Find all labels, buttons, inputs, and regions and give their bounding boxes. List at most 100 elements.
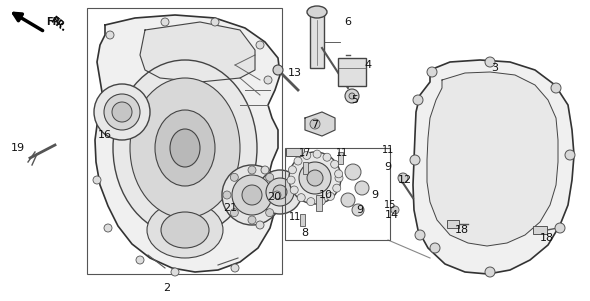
Ellipse shape	[155, 110, 215, 186]
Bar	[303, 162, 308, 174]
Circle shape	[290, 186, 298, 194]
Circle shape	[326, 192, 335, 200]
Bar	[338, 58, 366, 86]
Circle shape	[104, 224, 112, 232]
Circle shape	[345, 89, 359, 103]
Bar	[447, 220, 459, 228]
Circle shape	[230, 173, 238, 181]
Bar	[316, 195, 322, 211]
Bar	[533, 226, 547, 234]
Circle shape	[273, 191, 281, 199]
Polygon shape	[95, 15, 280, 272]
Text: FR.: FR.	[48, 14, 68, 33]
Text: 8: 8	[301, 228, 309, 238]
Circle shape	[266, 209, 274, 217]
Circle shape	[307, 198, 315, 206]
Circle shape	[485, 57, 495, 67]
Ellipse shape	[113, 60, 257, 236]
Text: 21: 21	[223, 203, 237, 213]
Text: 11: 11	[336, 148, 348, 158]
Text: 16: 16	[98, 130, 112, 140]
Circle shape	[310, 119, 320, 129]
Text: 7: 7	[312, 120, 319, 130]
Text: 11: 11	[382, 145, 394, 155]
Circle shape	[161, 18, 169, 26]
Ellipse shape	[130, 78, 240, 218]
Circle shape	[415, 230, 425, 240]
Circle shape	[211, 18, 219, 26]
Circle shape	[555, 223, 565, 233]
Polygon shape	[413, 60, 574, 274]
Circle shape	[391, 206, 399, 214]
Circle shape	[94, 84, 150, 140]
Circle shape	[352, 204, 364, 216]
Text: 11: 11	[289, 212, 301, 222]
Bar	[310, 8, 324, 68]
Text: 15: 15	[384, 200, 396, 210]
Circle shape	[335, 170, 343, 178]
Text: FR.: FR.	[46, 17, 64, 27]
Text: 9: 9	[385, 162, 392, 172]
Circle shape	[313, 150, 321, 158]
Circle shape	[349, 93, 355, 99]
Circle shape	[289, 152, 341, 204]
Circle shape	[266, 178, 294, 206]
Circle shape	[345, 164, 361, 180]
Circle shape	[232, 175, 272, 215]
Circle shape	[171, 268, 179, 276]
Text: 19: 19	[11, 143, 25, 153]
Text: 5: 5	[352, 95, 359, 105]
Polygon shape	[427, 72, 558, 246]
Circle shape	[551, 83, 561, 93]
Text: 14: 14	[385, 210, 399, 220]
Circle shape	[289, 166, 296, 174]
Circle shape	[398, 173, 408, 183]
Circle shape	[223, 191, 231, 199]
Text: 9: 9	[372, 190, 379, 200]
Circle shape	[307, 170, 323, 186]
Circle shape	[333, 184, 341, 192]
Bar	[338, 152, 343, 164]
Circle shape	[273, 65, 283, 75]
Circle shape	[410, 155, 420, 165]
Circle shape	[104, 94, 140, 130]
Circle shape	[248, 166, 256, 174]
Circle shape	[565, 150, 575, 160]
Text: 18: 18	[455, 225, 469, 235]
Circle shape	[317, 197, 325, 205]
Circle shape	[136, 256, 144, 264]
Bar	[285, 148, 390, 240]
Circle shape	[106, 31, 114, 39]
Text: 4: 4	[365, 60, 372, 70]
Circle shape	[303, 151, 311, 160]
Circle shape	[485, 267, 495, 277]
Circle shape	[258, 170, 302, 214]
Text: 6: 6	[345, 17, 352, 27]
Ellipse shape	[307, 6, 327, 18]
Circle shape	[93, 176, 101, 184]
Circle shape	[273, 185, 287, 199]
Polygon shape	[305, 112, 335, 136]
Bar	[286, 148, 304, 156]
Circle shape	[335, 174, 343, 182]
Circle shape	[323, 153, 331, 161]
Text: 10: 10	[319, 190, 333, 200]
Circle shape	[261, 166, 269, 174]
Circle shape	[112, 102, 132, 122]
Polygon shape	[140, 22, 255, 82]
Circle shape	[297, 194, 305, 202]
Text: 20: 20	[267, 192, 281, 202]
Circle shape	[248, 216, 256, 224]
Circle shape	[242, 185, 262, 205]
Circle shape	[287, 176, 295, 184]
Text: 9: 9	[356, 205, 363, 215]
Circle shape	[256, 221, 264, 229]
Text: 12: 12	[398, 175, 412, 185]
Circle shape	[231, 264, 239, 272]
Bar	[87, 8, 282, 274]
Circle shape	[299, 162, 331, 194]
Circle shape	[430, 243, 440, 253]
Bar	[300, 214, 305, 226]
Circle shape	[427, 67, 437, 77]
Circle shape	[222, 165, 282, 225]
